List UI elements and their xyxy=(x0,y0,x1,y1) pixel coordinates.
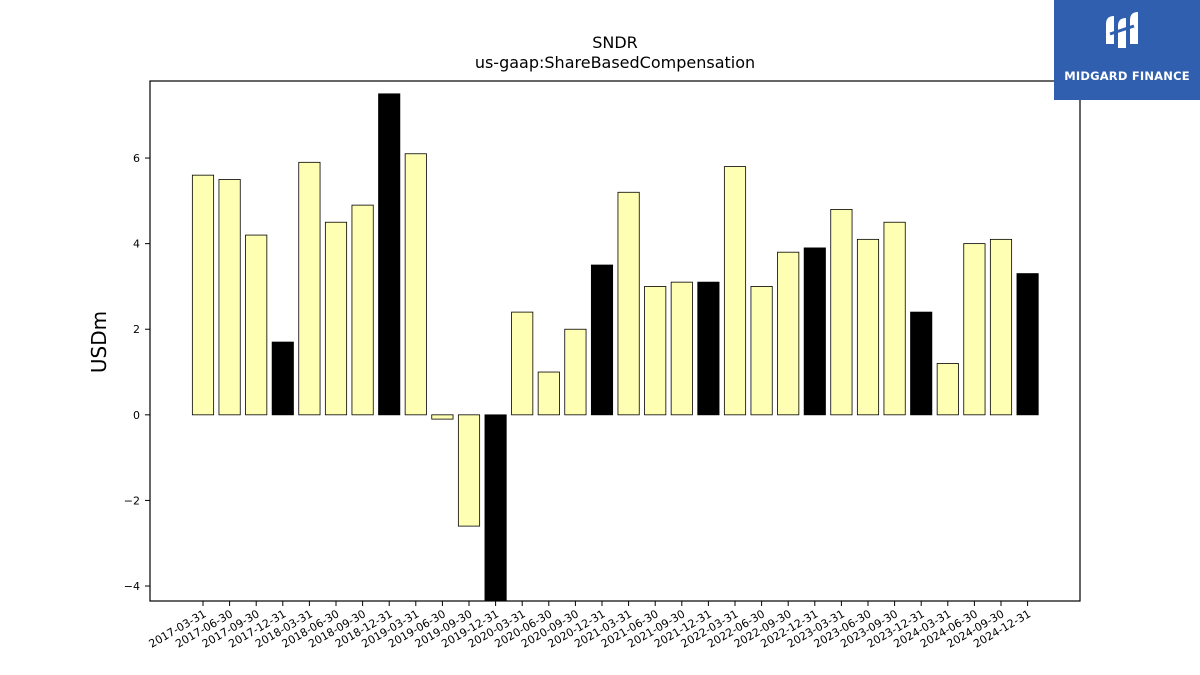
bar-2017-06-30 xyxy=(218,179,241,416)
chart-title: SNDR xyxy=(592,33,638,52)
bar-2018-03-31 xyxy=(298,161,321,416)
plot-area-frame xyxy=(149,80,1081,602)
brand-name: MIDGARD FINANCE xyxy=(1064,69,1190,83)
bar-2022-03-31 xyxy=(723,166,747,416)
bar-2022-06-30 xyxy=(750,286,773,416)
bar-2023-12-31 xyxy=(910,311,933,416)
y-tick-label: −2 xyxy=(124,494,140,507)
y-tick-label: 2 xyxy=(133,323,140,336)
bar-2018-09-30 xyxy=(351,204,374,416)
bar-2022-09-30 xyxy=(777,251,800,416)
bar-2018-12-31 xyxy=(378,93,401,416)
bar-2019-09-30 xyxy=(457,414,481,527)
bar-2020-12-31 xyxy=(590,264,614,416)
y-tick-label: −4 xyxy=(124,580,140,593)
bar-2024-03-31 xyxy=(936,363,959,416)
y-axis-ticks: −4 −2 0 2 4 6 xyxy=(124,152,150,593)
midgard-logo-icon xyxy=(1106,12,1138,48)
bar-2017-12-31 xyxy=(271,341,294,416)
y-tick-label: 4 xyxy=(133,238,140,251)
bar-2021-09-30 xyxy=(670,281,693,416)
bar-2021-03-31 xyxy=(617,191,640,416)
bar-2020-03-31 xyxy=(511,311,534,416)
brand-logo: MIDGARD FINANCE xyxy=(1054,0,1200,100)
bar-2019-03-31 xyxy=(404,153,427,416)
bar-2019-06-30 xyxy=(431,414,454,420)
bar-2017-03-31 xyxy=(191,174,215,416)
bar-2023-03-31 xyxy=(830,208,853,416)
bar-2021-06-30 xyxy=(644,286,667,416)
bar-2020-09-30 xyxy=(564,328,587,416)
y-tick-label: 0 xyxy=(133,409,140,422)
bar-2018-06-30 xyxy=(324,221,348,416)
bar-2022-12-31 xyxy=(803,247,826,416)
bar-2024-09-30 xyxy=(989,238,1013,416)
x-axis-ticks: 2017-03-312017-06-302017-09-302017-12-31… xyxy=(147,601,1033,651)
bar-2021-12-31 xyxy=(697,281,720,416)
bar-2024-12-31 xyxy=(1016,273,1039,416)
bar-2019-12-31 xyxy=(484,414,507,602)
bar-2020-06-30 xyxy=(537,371,560,416)
bar-2024-06-30 xyxy=(963,243,986,416)
bar-2017-09-30 xyxy=(245,234,268,416)
bars-group xyxy=(191,93,1039,602)
y-axis-label: USDm xyxy=(87,311,111,373)
chart-subtitle: us-gaap:ShareBasedCompensation xyxy=(475,53,755,72)
bar-2023-06-30 xyxy=(856,238,880,416)
bar-2023-09-30 xyxy=(883,221,906,416)
y-tick-label: 6 xyxy=(133,152,140,165)
